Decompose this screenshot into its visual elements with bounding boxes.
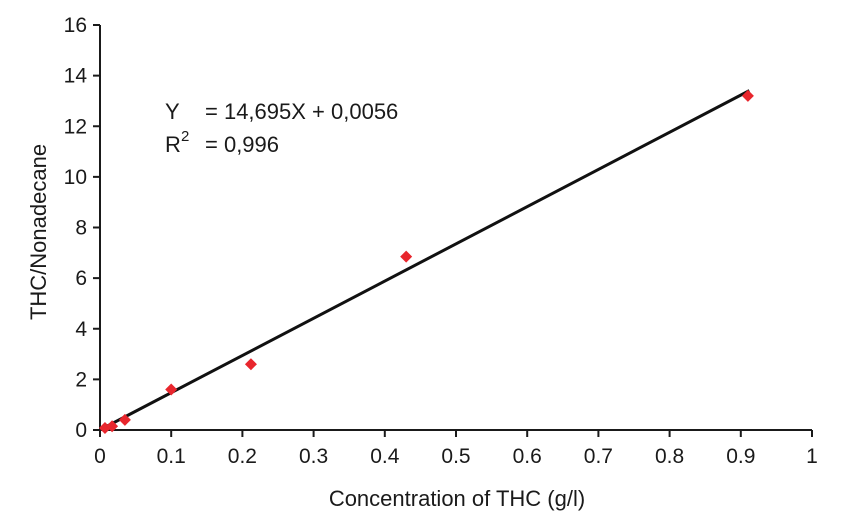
data-point bbox=[165, 383, 178, 396]
equation-text: = 14,695X + 0,0056 bbox=[205, 99, 398, 124]
x-axis-ticks: 0 0.1 0.2 0.3 0.4 0.5 0.6 0.7 0.8 0.9 1 bbox=[94, 430, 818, 468]
x-tick-label: 0.6 bbox=[513, 445, 542, 468]
y-tick-label: 6 bbox=[75, 267, 87, 290]
data-points bbox=[98, 89, 754, 434]
y-axis-title: THC/Nonadecane bbox=[26, 144, 51, 320]
x-tick-label: 0.4 bbox=[370, 445, 400, 468]
r2-superscript: 2 bbox=[181, 128, 189, 145]
regression-line bbox=[104, 89, 751, 429]
x-tick-label: 0.5 bbox=[441, 445, 470, 468]
data-point bbox=[244, 358, 257, 371]
x-tick-label: 0.1 bbox=[157, 445, 186, 468]
data-point bbox=[106, 420, 119, 433]
x-axis-title: Concentration of THC (g/l) bbox=[329, 486, 585, 511]
x-tick-label: 0.3 bbox=[299, 445, 328, 468]
y-tick-label: 12 bbox=[64, 115, 87, 138]
r2-text: = 0,996 bbox=[205, 132, 279, 157]
data-point bbox=[741, 89, 754, 102]
equation-prefix: Y bbox=[165, 99, 180, 124]
x-tick-label: 0 bbox=[94, 445, 106, 468]
data-point bbox=[118, 413, 131, 426]
y-tick-label: 4 bbox=[75, 318, 87, 341]
data-point bbox=[400, 250, 413, 263]
y-tick-label: 10 bbox=[64, 166, 87, 189]
y-tick-label: 0 bbox=[75, 419, 87, 442]
x-tick-label: 0.2 bbox=[228, 445, 257, 468]
x-tick-label: 0.9 bbox=[726, 445, 755, 468]
x-tick-label: 1 bbox=[806, 445, 818, 468]
y-tick-label: 14 bbox=[64, 65, 88, 88]
y-axis-ticks: 0 2 4 6 8 10 12 14 16 bbox=[64, 14, 100, 442]
y-tick-label: 8 bbox=[75, 217, 87, 240]
y-tick-label: 2 bbox=[75, 368, 87, 391]
x-tick-label: 0.8 bbox=[655, 445, 684, 468]
x-tick-label: 0.7 bbox=[584, 445, 613, 468]
y-tick-label: 16 bbox=[64, 14, 87, 37]
r2-prefix: R bbox=[165, 132, 181, 157]
